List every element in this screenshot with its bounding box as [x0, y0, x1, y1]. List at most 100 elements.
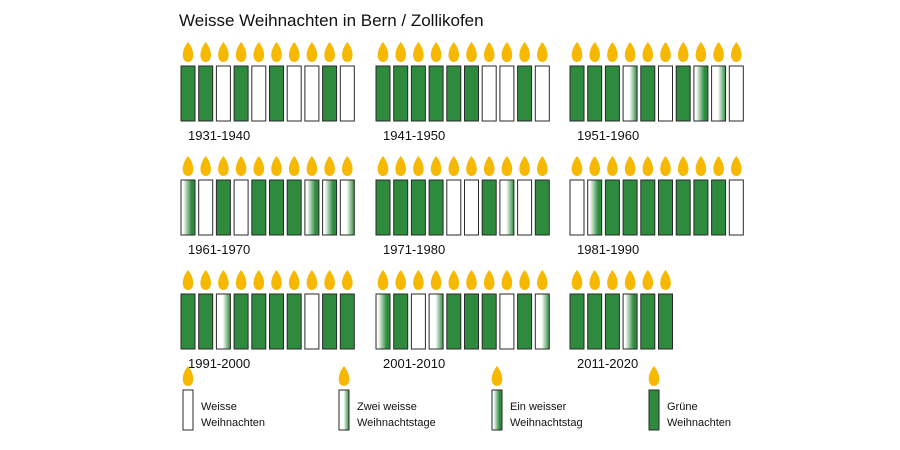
- year-candle: [269, 270, 284, 350]
- candle-flame: [695, 156, 707, 176]
- candle-body-weisse: [182, 389, 194, 431]
- candle-flame: [519, 270, 530, 290]
- candle-flame: [537, 270, 548, 290]
- candle-body-gruene: [569, 65, 585, 122]
- candle-body-weisse: [481, 65, 497, 122]
- candle-body-weisse: [215, 65, 231, 122]
- year-candle: [446, 270, 462, 350]
- candle-flame: [448, 42, 460, 62]
- year-candle: [534, 156, 550, 236]
- year-candle: [304, 270, 320, 350]
- candle-body-gruene: [587, 293, 603, 350]
- candle-body-weisse: [410, 293, 426, 350]
- candle-body-gruene: [464, 65, 479, 122]
- candle-body-gruene: [640, 65, 656, 122]
- year-candle: [587, 42, 603, 122]
- legend-label-line2: Weihnachtstag: [510, 417, 583, 429]
- candle-flame: [218, 270, 229, 290]
- legend-label-line1: Ein weisser: [510, 401, 567, 413]
- year-candle: [569, 156, 585, 236]
- candle-body-weisse: [728, 179, 744, 236]
- candle-body-gruene: [198, 293, 214, 350]
- candle-flame: [235, 156, 247, 176]
- candle-flame: [377, 156, 389, 176]
- candle-flame: [288, 270, 300, 290]
- year-candle: [428, 270, 444, 350]
- year-candle: [587, 270, 603, 350]
- year-candle: [180, 42, 196, 122]
- year-candle: [339, 270, 355, 350]
- candle-flame: [218, 156, 229, 176]
- candle-flame: [200, 156, 211, 176]
- candle-body-weisse: [534, 65, 550, 122]
- year-candle: [534, 42, 550, 122]
- candle-body-gruene: [215, 179, 231, 236]
- decade-group: 2001-2010: [375, 270, 550, 371]
- candle-flame: [695, 42, 707, 62]
- candle-flame: [271, 270, 282, 290]
- candle-flame: [731, 156, 742, 176]
- candle-body-gruene: [481, 293, 497, 350]
- year-candle: [215, 42, 231, 122]
- year-candle: [393, 156, 409, 236]
- decade-group: 1991-2000: [180, 270, 355, 371]
- candle-body-gruene: [675, 179, 691, 236]
- candle-body-gruene: [286, 293, 302, 350]
- candle-body-gruene: [269, 179, 284, 236]
- candle-body-gruene: [604, 293, 620, 350]
- candle-body-weisse: [569, 179, 585, 236]
- decade-label: 1981-1990: [577, 242, 639, 257]
- legend-item-zwei-weisse: Zwei weisse Weihnachtstage: [338, 366, 436, 431]
- candle-flame: [466, 42, 477, 62]
- year-candle: [286, 156, 302, 236]
- candle-flame: [182, 156, 194, 176]
- decade-label: 1931-1940: [188, 128, 250, 143]
- candle-flame: [607, 42, 618, 62]
- candle-flame: [395, 156, 406, 176]
- year-candle: [198, 42, 214, 122]
- candle-body-weisse: [517, 179, 533, 236]
- candle-flame: [377, 42, 389, 62]
- candle-flame: [200, 270, 211, 290]
- legend-label-line2: Weihnachten: [201, 417, 265, 429]
- candle-body-zwei-weisse: [499, 179, 515, 236]
- candle-flame: [338, 366, 350, 386]
- candle-body-ein-weisser: [622, 293, 638, 350]
- year-candle: [428, 42, 444, 122]
- candle-flame: [182, 42, 194, 62]
- candle-body-gruene: [464, 293, 479, 350]
- decade-group: 1961-1970: [180, 156, 355, 257]
- candle-body-weisse: [198, 179, 214, 236]
- year-candle: [215, 156, 231, 236]
- candle-flame: [660, 270, 671, 290]
- year-candle: [446, 42, 462, 122]
- year-candle: [499, 270, 515, 350]
- candle-flame: [501, 42, 513, 62]
- candle-body-gruene: [251, 293, 267, 350]
- candle-body-weisse: [286, 65, 302, 122]
- legend: Weisse Weihnachten Zwei weisse Weihnachtsta…: [182, 366, 731, 431]
- candle-flame: [324, 156, 335, 176]
- candle-flame: [501, 156, 513, 176]
- candle-body-gruene: [604, 65, 620, 122]
- candle-body-gruene: [375, 179, 391, 236]
- year-candle: [233, 270, 249, 350]
- year-candle: [517, 42, 533, 122]
- candle-body-gruene: [393, 65, 409, 122]
- candle-flame: [235, 270, 247, 290]
- candle-body-zwei-weisse: [339, 179, 355, 236]
- year-candle: [693, 156, 709, 236]
- candle-body-zwei-weisse: [622, 65, 638, 122]
- candle-body-weisse: [728, 65, 744, 122]
- candle-body-gruene: [269, 65, 284, 122]
- candle-flame: [395, 42, 406, 62]
- year-candle: [198, 156, 214, 236]
- decade-label: 1961-1970: [188, 242, 250, 257]
- legend-item-weisse: Weisse Weihnachten: [182, 366, 265, 431]
- legend-label-line1: Weisse: [201, 401, 237, 413]
- year-candle: [604, 156, 620, 236]
- candle-flame: [660, 156, 671, 176]
- candle-flame: [713, 42, 724, 62]
- candle-flame: [731, 42, 742, 62]
- candle-body-gruene: [446, 293, 462, 350]
